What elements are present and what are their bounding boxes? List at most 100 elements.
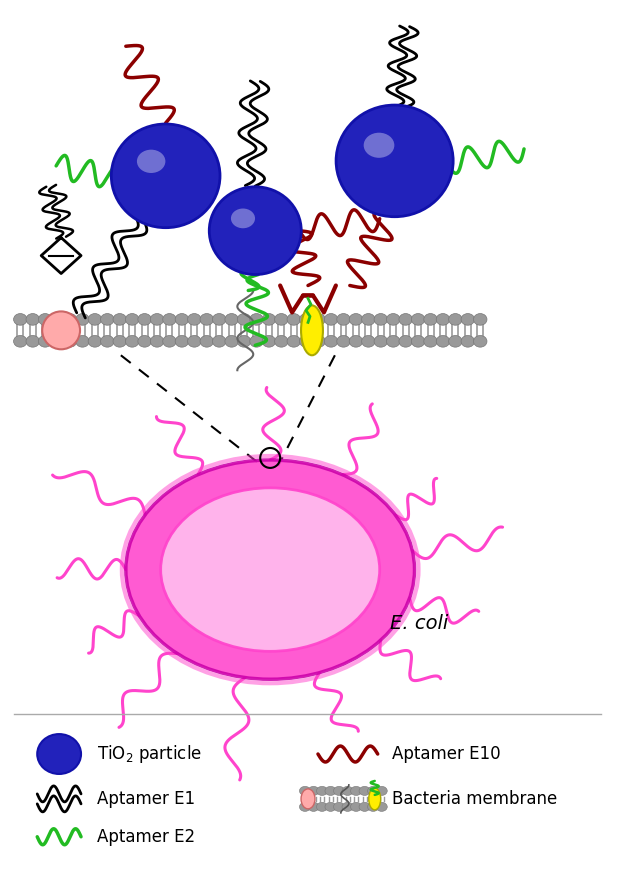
Text: E. coli: E. coli <box>389 614 448 633</box>
Ellipse shape <box>325 803 336 812</box>
Ellipse shape <box>262 336 276 347</box>
Ellipse shape <box>26 336 40 347</box>
Ellipse shape <box>113 336 127 347</box>
Ellipse shape <box>337 336 350 347</box>
Ellipse shape <box>368 803 379 812</box>
Ellipse shape <box>436 314 450 325</box>
Ellipse shape <box>461 336 474 347</box>
Text: TiO$_2$ particle: TiO$_2$ particle <box>97 743 202 765</box>
Ellipse shape <box>376 787 388 796</box>
Ellipse shape <box>137 150 165 173</box>
Ellipse shape <box>386 314 400 325</box>
Ellipse shape <box>399 314 412 325</box>
Ellipse shape <box>411 336 425 347</box>
Ellipse shape <box>150 314 164 325</box>
Ellipse shape <box>138 336 152 347</box>
Ellipse shape <box>111 124 220 228</box>
Ellipse shape <box>287 314 301 325</box>
Ellipse shape <box>317 803 328 812</box>
Ellipse shape <box>274 336 288 347</box>
Ellipse shape <box>448 336 462 347</box>
Ellipse shape <box>51 336 65 347</box>
Ellipse shape <box>424 336 437 347</box>
Ellipse shape <box>308 787 319 796</box>
Ellipse shape <box>312 314 325 325</box>
Ellipse shape <box>350 787 361 796</box>
Text: Aptamer E2: Aptamer E2 <box>97 828 195 846</box>
Ellipse shape <box>337 314 350 325</box>
Ellipse shape <box>342 803 353 812</box>
Ellipse shape <box>63 314 77 325</box>
Ellipse shape <box>250 336 263 347</box>
Ellipse shape <box>63 336 77 347</box>
Ellipse shape <box>448 314 462 325</box>
Ellipse shape <box>361 336 375 347</box>
Ellipse shape <box>175 314 189 325</box>
Ellipse shape <box>301 306 323 355</box>
Ellipse shape <box>299 314 313 325</box>
Ellipse shape <box>39 314 52 325</box>
Ellipse shape <box>436 336 450 347</box>
Ellipse shape <box>231 208 255 229</box>
Ellipse shape <box>349 336 363 347</box>
Ellipse shape <box>212 314 226 325</box>
Ellipse shape <box>26 314 40 325</box>
Ellipse shape <box>274 314 288 325</box>
Ellipse shape <box>361 314 375 325</box>
Ellipse shape <box>299 787 310 796</box>
Ellipse shape <box>287 336 301 347</box>
Ellipse shape <box>125 336 139 347</box>
Text: Aptamer E1: Aptamer E1 <box>97 790 195 808</box>
Ellipse shape <box>299 803 310 812</box>
Ellipse shape <box>461 314 474 325</box>
Ellipse shape <box>250 314 263 325</box>
Ellipse shape <box>225 314 238 325</box>
Ellipse shape <box>312 336 325 347</box>
Ellipse shape <box>76 336 89 347</box>
Ellipse shape <box>386 336 400 347</box>
Ellipse shape <box>101 336 114 347</box>
Ellipse shape <box>175 336 189 347</box>
Ellipse shape <box>342 787 353 796</box>
Ellipse shape <box>324 314 338 325</box>
Ellipse shape <box>101 314 114 325</box>
Ellipse shape <box>37 734 81 774</box>
Ellipse shape <box>369 788 381 810</box>
Ellipse shape <box>88 336 102 347</box>
Ellipse shape <box>14 336 27 347</box>
Ellipse shape <box>237 336 251 347</box>
Ellipse shape <box>163 314 176 325</box>
Ellipse shape <box>376 803 388 812</box>
Ellipse shape <box>161 488 379 651</box>
Ellipse shape <box>333 787 345 796</box>
Ellipse shape <box>474 314 487 325</box>
Ellipse shape <box>474 336 487 347</box>
Ellipse shape <box>325 787 336 796</box>
Ellipse shape <box>374 314 388 325</box>
Text: Aptamer E10: Aptamer E10 <box>392 745 501 763</box>
Ellipse shape <box>299 336 313 347</box>
Ellipse shape <box>237 314 251 325</box>
Ellipse shape <box>138 314 152 325</box>
Ellipse shape <box>324 336 338 347</box>
Ellipse shape <box>308 803 319 812</box>
Ellipse shape <box>113 314 127 325</box>
Ellipse shape <box>359 787 370 796</box>
Ellipse shape <box>14 314 27 325</box>
Ellipse shape <box>399 336 412 347</box>
Ellipse shape <box>368 787 379 796</box>
Ellipse shape <box>262 314 276 325</box>
Ellipse shape <box>424 314 437 325</box>
Ellipse shape <box>163 336 176 347</box>
Ellipse shape <box>188 314 201 325</box>
Ellipse shape <box>209 187 301 275</box>
Ellipse shape <box>212 336 226 347</box>
Ellipse shape <box>88 314 102 325</box>
Ellipse shape <box>317 787 328 796</box>
Ellipse shape <box>125 314 139 325</box>
Ellipse shape <box>42 311 80 349</box>
Ellipse shape <box>336 105 453 217</box>
Ellipse shape <box>150 336 164 347</box>
Ellipse shape <box>225 336 238 347</box>
Ellipse shape <box>364 133 394 158</box>
